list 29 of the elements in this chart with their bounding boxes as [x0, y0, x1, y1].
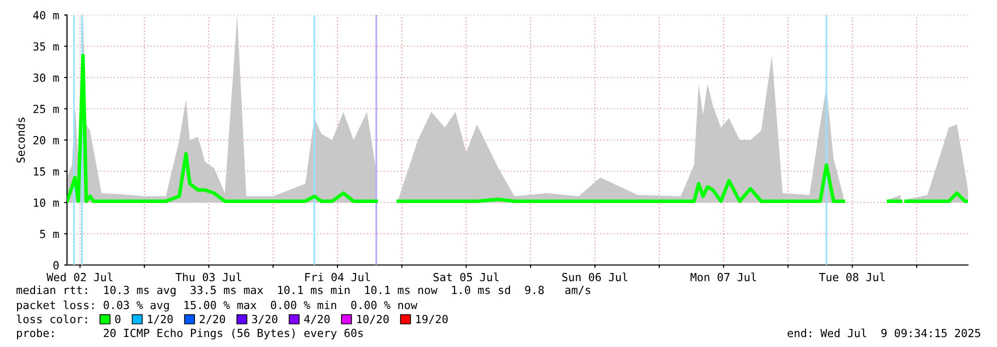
x-tick-label: Wed 02 Jul [46, 272, 112, 282]
y-tick-label: 5 m [40, 230, 59, 238]
text: end: Wed Jul 9 09:34:15 2025 [788, 328, 980, 338]
y-tick-label: 20 m [33, 136, 59, 144]
legend-label: 1/20 [148, 314, 173, 324]
y-tick-label: 0 [53, 261, 59, 270]
y-tick-label: 35 m [33, 42, 59, 51]
x-tick-label: Mon 07 Jul [690, 272, 756, 282]
legend-label: 19/20 [416, 314, 448, 324]
legend-label: 0 [115, 314, 120, 324]
y-tick-label: 30 m [33, 74, 59, 82]
x-tick-label: Sat 05 Jul [434, 272, 499, 282]
text: median rtt: 10.3 ms avg 33.5 ms max 10.1 ms min 10.1 ms now 1.0 ms sd 9.8 am/s [16, 286, 590, 296]
x-tick-label: Fri 04 Jul [305, 272, 370, 282]
text: packet loss: 0.03 % avg 15.00 % max 0.00 % min 0.00 % now [17, 300, 418, 312]
x-tick-label: Sun 06 Jul [562, 272, 628, 282]
legend-title: loss color: [16, 314, 87, 324]
y-tick-label: 25 m [33, 104, 59, 114]
y-tick-label: 40 m [33, 11, 59, 20]
legend-label: 4/20 [304, 314, 330, 324]
y-tick-label: 10 m [34, 198, 59, 207]
x-tick-label: Tue 08 Jul [819, 272, 885, 282]
text: probe: 20 ICMP Echo Pings (56 Bytes) every 60s [17, 328, 363, 340]
legend-label: 10/20 [357, 314, 389, 324]
legend-label: 2/20 [200, 314, 226, 324]
legend-label: 3/20 [252, 314, 278, 324]
y-axis-title: Seconds [16, 118, 25, 163]
x-tick-label: Thu 03 Jul [176, 272, 242, 282]
y-tick-label: 15 m [34, 167, 59, 176]
